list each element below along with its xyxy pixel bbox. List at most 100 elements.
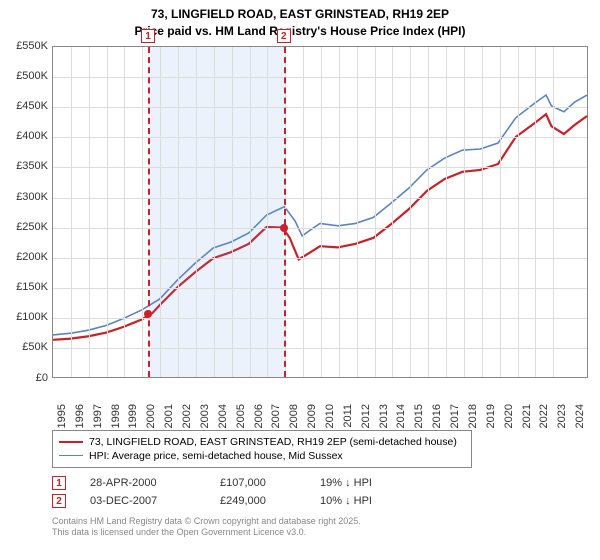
x-axis-label: 2021 [521,404,533,428]
gridline-h [53,348,587,349]
gridline-v [339,47,340,377]
legend: 73, LINGFIELD ROAD, EAST GRINSTEAD, RH19… [52,430,472,468]
sale-delta: 19% ↓ HPI [320,477,440,489]
sales-row: 2 03-DEC-2007£249,00010% ↓ HPI [52,492,592,510]
y-axis-label: £550K [8,40,48,52]
title-subtitle: Price paid vs. HM Land Registry's House … [8,23,592,40]
gridline-v [232,47,233,377]
x-axis-label: 2020 [503,404,515,428]
x-axis-label: 2016 [431,404,443,428]
gridline-h [53,77,587,78]
sale-delta: 10% ↓ HPI [320,495,440,507]
sale-marker-dot [280,224,288,232]
sales-table: 128-APR-2000£107,00019% ↓ HPI 2 03-DEC-200… [52,474,592,510]
gridline-h [53,228,587,229]
x-axis-label: 2000 [145,404,157,428]
y-axis-label: £50K [8,341,48,353]
sale-date: 03-DEC-2007 [90,495,220,507]
x-axis-label: 2010 [324,404,336,428]
legend-label: HPI: Average price, semi-detached house,… [89,450,343,462]
legend-item: 73, LINGFIELD ROAD, EAST GRINSTEAD, RH19… [59,435,465,449]
chart-svg [53,47,587,377]
gridline-v [410,47,411,377]
x-axis-label: 2008 [288,404,300,428]
gridline-v [321,47,322,377]
gridline-v [518,47,519,377]
y-axis-label: £450K [8,100,48,112]
y-axis-label: £200K [8,251,48,263]
y-axis-label: £350K [8,160,48,172]
sale-marker-tag: 1 [141,29,155,43]
gridline-v [124,47,125,377]
sales-row: 128-APR-2000£107,00019% ↓ HPI [52,474,592,492]
legend-item: HPI: Average price, semi-detached house,… [59,449,465,463]
x-axis-label: 2015 [413,404,425,428]
x-axis-label: 2011 [342,404,354,428]
titles: 73, LINGFIELD ROAD, EAST GRINSTEAD, RH19… [8,6,592,40]
x-axis-label: 2007 [270,404,282,428]
x-axis-label: 1999 [127,404,139,428]
x-axis-label: 1995 [56,404,68,428]
gridline-h [53,167,587,168]
gridline-h [53,137,587,138]
x-axis-label: 2014 [395,404,407,428]
plot-region: 12 [52,46,588,378]
sale-marker-line [148,47,150,377]
y-axis-label: £250K [8,221,48,233]
y-axis-label: £0 [8,372,48,384]
gridline-v [71,47,72,377]
x-axis-label: 1996 [74,404,86,428]
chart-container: 73, LINGFIELD ROAD, EAST GRINSTEAD, RH19… [0,0,600,560]
y-axis-label: £150K [8,281,48,293]
gridline-v [142,47,143,377]
gridline-v [178,47,179,377]
gridline-v [357,47,358,377]
gridline-v [160,47,161,377]
gridline-v [500,47,501,377]
gridline-v [375,47,376,377]
legend-label: 73, LINGFIELD ROAD, EAST GRINSTEAD, RH19… [89,436,457,448]
x-axis-label: 2018 [467,404,479,428]
x-axis-label: 2022 [538,404,550,428]
legend-swatch [59,455,83,457]
footer: Contains HM Land Registry data © Crown c… [52,516,592,539]
sale-marker-line [284,47,286,377]
gridline-v [392,47,393,377]
footer-license: This data is licensed under the Open Gov… [52,527,592,539]
sale-price: £249,000 [220,495,320,507]
x-axis-label: 2017 [449,404,461,428]
x-axis-label: 2012 [360,404,372,428]
x-axis-label: 2002 [181,404,193,428]
gridline-v [303,47,304,377]
gridline-h [53,198,587,199]
gridline-h [53,107,587,108]
x-axis-label: 2006 [253,404,265,428]
gridline-v [482,47,483,377]
sale-number: 2 [52,494,66,508]
gridline-v [107,47,108,377]
x-axis-label: 2005 [235,404,247,428]
gridline-v [428,47,429,377]
x-axis-label: 1997 [92,404,104,428]
gridline-v [267,47,268,377]
x-axis-label: 2013 [378,404,390,428]
title-address: 73, LINGFIELD ROAD, EAST GRINSTEAD, RH19… [8,6,592,23]
x-axis-label: 2004 [217,404,229,428]
y-axis-label: £500K [8,70,48,82]
gridline-v [464,47,465,377]
x-axis-label: 2001 [163,404,175,428]
gridline-h [53,258,587,259]
sale-number: 1 [52,476,66,490]
x-axis-label: 1998 [110,404,122,428]
x-axis-label: 2003 [199,404,211,428]
gridline-v [214,47,215,377]
legend-swatch [59,441,83,443]
y-axis-label: £300K [8,191,48,203]
gridline-h [53,318,587,319]
gridline-v [553,47,554,377]
series-hpi [53,95,587,335]
sale-marker-dot [144,310,152,318]
y-axis-label: £100K [8,311,48,323]
gridline-v [196,47,197,377]
gridline-v [250,47,251,377]
